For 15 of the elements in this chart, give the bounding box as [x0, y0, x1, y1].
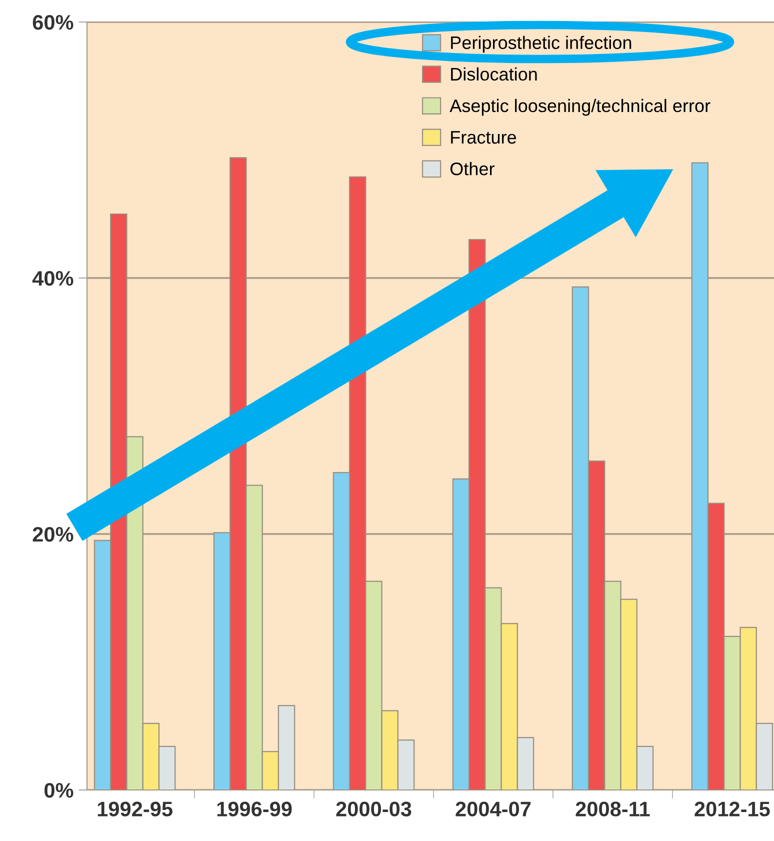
legend-label: Fracture	[451, 131, 516, 144]
x-tick-label: 2012-15	[694, 802, 770, 816]
x-tick-label: 1996-99	[217, 802, 292, 816]
y-tick-label: 40%	[32, 271, 74, 286]
legend-label: Other	[450, 162, 494, 176]
legend-label: Periprosthetic infection	[451, 36, 632, 53]
x-tick-label: 2008-11	[576, 802, 650, 816]
x-tick-label: 1992-95	[98, 802, 172, 816]
x-tick-label: 2004-07	[456, 802, 531, 816]
y-tick-label: 0%	[44, 783, 74, 798]
legend-label: Dislocation	[451, 67, 537, 81]
legend-label: Aseptic loosening/technical error	[450, 98, 710, 116]
x-tick-label: 2000-03	[336, 802, 412, 816]
y-tick-label: 60%	[32, 15, 74, 30]
y-tick-label: 20%	[32, 527, 74, 542]
